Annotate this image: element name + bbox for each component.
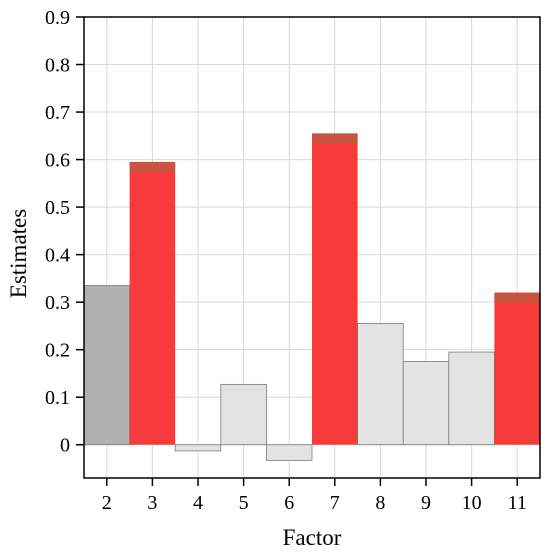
- bar-11: [494, 292, 540, 445]
- x-tick-label-7: 7: [330, 492, 340, 514]
- bar-6: [265, 444, 313, 461]
- bar-cap-7: [312, 133, 358, 144]
- bar-3: [129, 161, 176, 445]
- plot-frame: [83, 16, 541, 479]
- bar-7: [312, 133, 358, 445]
- x-axis-label: Factor: [283, 525, 342, 550]
- y-tick-label-1: 0.1: [45, 387, 70, 409]
- y-tick-label-6: 0.6: [45, 150, 70, 172]
- bar-10: [448, 351, 495, 446]
- y-tick-label-5: 0.5: [45, 197, 70, 219]
- x-axis: 2 3 4 5 6 7 8 9 10 11: [102, 478, 527, 514]
- x-tick-label-4: 4: [193, 492, 203, 514]
- x-tick-label-10: 10: [462, 492, 482, 514]
- y-tick-label-9: 0.9: [45, 7, 70, 29]
- x-tick-label-3: 3: [147, 492, 157, 514]
- bar-cap-11: [494, 292, 540, 303]
- bar-8: [357, 323, 404, 446]
- x-tick-label-9: 9: [421, 492, 431, 514]
- bar-4: [174, 444, 222, 452]
- x-tick-label-11: 11: [508, 492, 527, 514]
- bars: [83, 133, 540, 461]
- y-tick-label-3: 0.3: [45, 292, 70, 314]
- y-tick-label-4: 0.4: [45, 245, 70, 267]
- bar-5: [220, 383, 267, 446]
- y-tick-label-8: 0.8: [45, 55, 70, 77]
- x-tick-label-6: 6: [284, 492, 294, 514]
- y-axis-label: Estimates: [6, 209, 31, 298]
- y-tick-label-0: 0: [60, 435, 70, 457]
- bar-2: [83, 285, 130, 446]
- bar-cap-3: [129, 161, 176, 172]
- bar-9: [402, 361, 450, 446]
- x-tick-label-8: 8: [375, 492, 385, 514]
- y-tick-label-2: 0.2: [45, 340, 70, 362]
- x-tick-label-5: 5: [239, 492, 249, 514]
- y-axis: 0 0.1 0.2 0.3 0.4 0.5 0.6 0.7 0.8 0.9: [45, 7, 84, 457]
- x-tick-label-2: 2: [102, 492, 112, 514]
- y-tick-label-7: 0.7: [45, 102, 70, 124]
